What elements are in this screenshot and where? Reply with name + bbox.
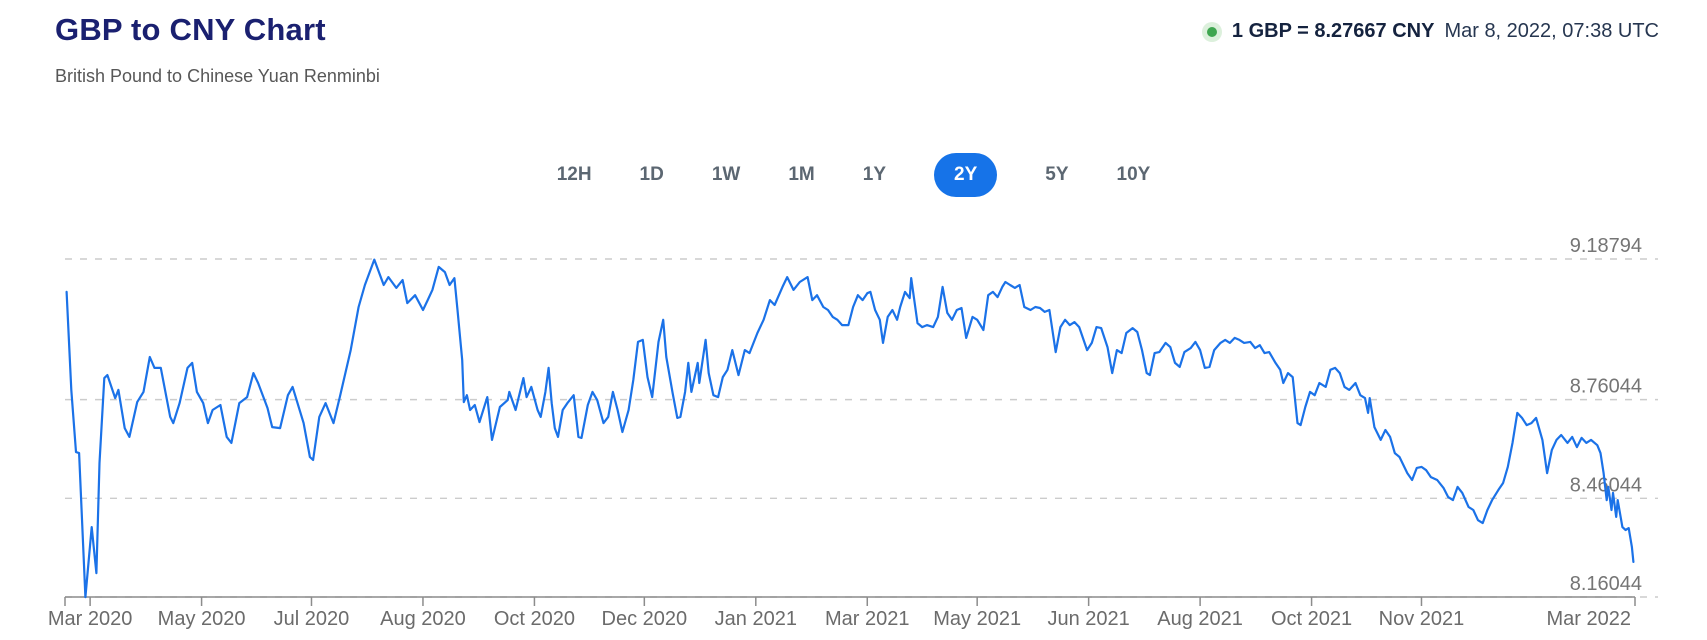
y-axis-label: 9.18794 (1570, 235, 1642, 257)
range-button-1w[interactable]: 1W (712, 153, 741, 197)
y-axis-label: 8.76044 (1570, 376, 1642, 398)
rate-timestamp: Mar 8, 2022, 07:38 UTC (1444, 20, 1659, 42)
range-button-1d[interactable]: 1D (640, 153, 664, 197)
x-axis-label: Oct 2021 (1271, 608, 1352, 630)
page-subtitle: British Pound to Chinese Yuan Renminbi (55, 66, 380, 86)
x-axis-label: Dec 2020 (602, 608, 688, 630)
range-selector: 12H 1D 1W 1M 1Y 2Y 5Y 10Y (0, 152, 1707, 198)
live-status-dot (1206, 26, 1217, 37)
x-axis-label: Nov 2021 (1379, 608, 1465, 630)
page-title: GBP to CNY Chart (55, 12, 326, 47)
rate-line-series (65, 258, 1635, 599)
chart-area: 9.18794 8.76044 8.46044 8.16044 Mar 2020 May … (0, 210, 1707, 640)
x-axis-label: Mar 2022 (1547, 608, 1632, 630)
y-axis-label: 8.16044 (1570, 573, 1642, 595)
x-axis-label: Mar 2020 (48, 608, 133, 630)
range-button-10y[interactable]: 10Y (1117, 153, 1151, 197)
range-button-5y[interactable]: 5Y (1045, 153, 1068, 197)
x-axis-label: May 2020 (158, 608, 246, 630)
x-axis-label: Jun 2021 (1047, 608, 1129, 630)
current-rate: 1 GBP = 8.27667 CNY (1231, 20, 1435, 42)
x-axis-label: May 2021 (933, 608, 1021, 630)
x-axis-label: Oct 2020 (494, 608, 575, 630)
x-axis-label: Mar 2021 (825, 608, 910, 630)
range-button-2y-active[interactable]: 2Y (934, 153, 998, 197)
x-axis-label: Jul 2020 (274, 608, 350, 630)
live-rate: 1 GBP = 8.27667 CNY Mar 8, 2022, 07:38 U… (1201, 20, 1659, 43)
range-button-1m[interactable]: 1M (788, 153, 814, 197)
range-button-1y[interactable]: 1Y (863, 153, 886, 197)
x-axis-label: Jan 2021 (715, 608, 797, 630)
x-axis-label: Aug 2021 (1157, 608, 1243, 630)
range-button-12h[interactable]: 12H (557, 153, 592, 197)
x-axis-label: Aug 2020 (380, 608, 466, 630)
live-status-icon (1201, 21, 1222, 42)
